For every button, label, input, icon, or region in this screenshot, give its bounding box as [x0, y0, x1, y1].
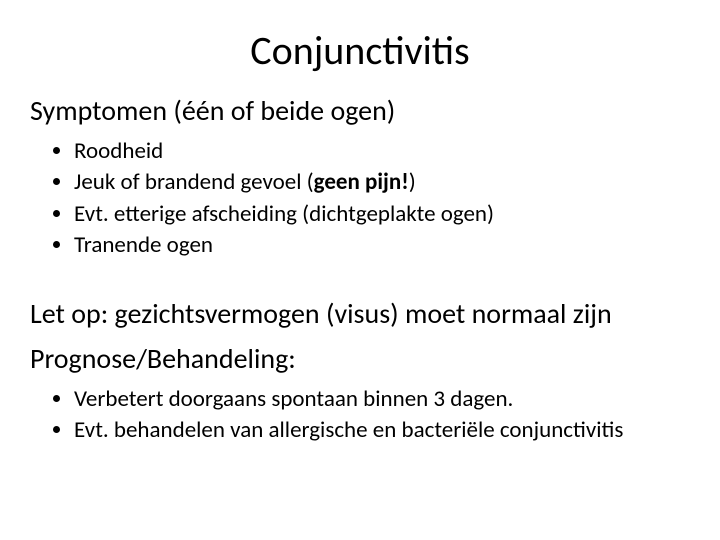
- list-item: Verbetert doorgaans spontaan binnen 3 da…: [74, 384, 690, 415]
- slide: Conjunctivitis Symptomen (één of beide o…: [0, 0, 720, 540]
- list-item: Roodheid: [74, 136, 690, 167]
- section2-block: Let op: gezichtsvermogen (visus) moet no…: [30, 296, 690, 447]
- section2-heading-line2: Prognose/Behandeling:: [30, 341, 690, 376]
- slide-title: Conjunctivitis: [30, 20, 690, 75]
- list-item: Tranende ogen: [74, 230, 690, 261]
- list-item-prefix: Jeuk of brandend gevoel (: [74, 168, 314, 196]
- section1-list: Roodheid Jeuk of brandend gevoel (geen p…: [30, 136, 690, 262]
- list-item-suffix: ): [409, 168, 416, 196]
- list-item: Jeuk of brandend gevoel (geen pijn!): [74, 167, 690, 198]
- section2-list: Verbetert doorgaans spontaan binnen 3 da…: [30, 384, 690, 447]
- list-item-bold: geen pijn!: [314, 168, 409, 196]
- section2-heading-line1: Let op: gezichtsvermogen (visus) moet no…: [30, 296, 690, 331]
- section1-heading: Symptomen (één of beide ogen): [30, 93, 690, 128]
- list-item: Evt. behandelen van allergische en bacte…: [74, 415, 690, 446]
- list-item: Evt. etterige afscheiding (dichtgeplakte…: [74, 199, 690, 230]
